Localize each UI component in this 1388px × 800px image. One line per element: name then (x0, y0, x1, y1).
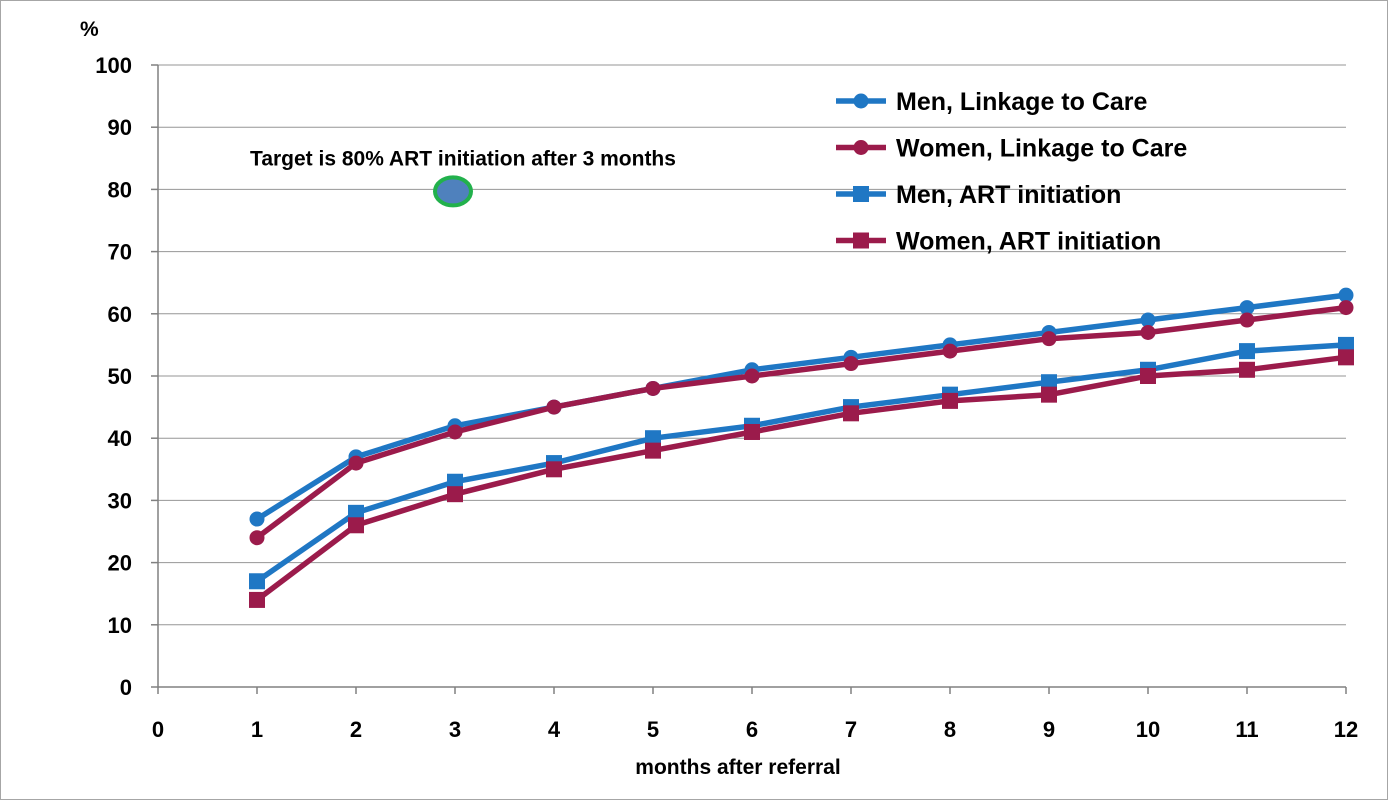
legend-label: Men, Linkage to Care (896, 88, 1148, 116)
data-point (546, 461, 562, 478)
data-point (249, 573, 265, 590)
data-point (744, 368, 760, 384)
y-tick-label: 90 (108, 115, 132, 140)
legend-marker (853, 93, 869, 109)
series-layer (249, 287, 1354, 608)
x-tick-label: 12 (1334, 717, 1358, 742)
data-point (249, 530, 265, 546)
data-point (1338, 349, 1354, 366)
legend-label: Men, ART initiation (896, 181, 1121, 209)
x-tick-label: 4 (548, 717, 561, 742)
y-tick-label: 70 (108, 240, 132, 265)
data-point (942, 392, 958, 409)
legend-marker (853, 140, 869, 155)
series-line (255, 342, 1347, 584)
series-line (255, 304, 1347, 540)
y-tick-label: 80 (108, 177, 132, 202)
y-tick-label: 0 (120, 675, 132, 700)
x-tick-label: 0 (152, 717, 164, 742)
legend-label: Women, Linkage to Care (896, 135, 1187, 163)
y-axis-label: % (80, 18, 99, 41)
legend-item-women-linkage-to-care[interactable]: Women, Linkage to Care (836, 135, 1187, 163)
legend[interactable]: Men, Linkage to Care Women, Linkage to Ca… (836, 88, 1187, 256)
target-annotation: Target is 80% ART initiation after 3 mon… (250, 147, 676, 170)
legend-item-men-linkage-to-care[interactable]: Men, Linkage to Care (836, 88, 1148, 116)
x-tick-label: 10 (1136, 717, 1160, 742)
data-point (744, 423, 760, 440)
y-tick-label: 40 (108, 426, 132, 451)
data-point (348, 504, 364, 521)
series-women-linkage-to-care (249, 300, 1354, 546)
data-point (249, 591, 265, 608)
data-point (1041, 386, 1057, 403)
data-point (1239, 312, 1255, 328)
y-tick-label: 60 (108, 302, 132, 327)
data-point (546, 399, 562, 415)
legend-marker (853, 232, 869, 249)
y-tick-label: 100 (95, 53, 132, 78)
data-point (1239, 361, 1255, 378)
data-point (1041, 331, 1057, 347)
x-axis-ticks: 0 1 2 3 4 5 6 7 8 9 10 11 12 (152, 687, 1358, 742)
x-tick-label: 2 (350, 717, 362, 742)
data-point (1140, 312, 1156, 328)
series-women-art-initiation (249, 349, 1354, 608)
annotation-layer: Target is 80% ART initiation after 3 mon… (250, 147, 676, 208)
data-point (1140, 368, 1156, 384)
y-tick-label: 20 (108, 551, 132, 576)
data-point (447, 424, 463, 440)
data-point (447, 486, 463, 503)
data-point (1041, 374, 1057, 391)
data-point (1338, 336, 1354, 353)
target-marker (433, 175, 473, 208)
x-tick-label: 6 (746, 717, 758, 742)
y-tick-label: 10 (108, 613, 132, 638)
legend-marker (853, 186, 869, 202)
x-tick-label: 1 (251, 717, 263, 742)
data-point (249, 511, 265, 527)
data-point (447, 473, 463, 490)
x-tick-label: 7 (845, 717, 857, 742)
data-point (942, 343, 958, 359)
y-tick-label: 50 (108, 364, 132, 389)
series-men-linkage-to-care (249, 287, 1354, 527)
data-point (1338, 300, 1354, 316)
data-point (1140, 324, 1156, 340)
series-line (255, 292, 1347, 522)
x-tick-label: 5 (647, 717, 659, 742)
legend-label: Women, ART initiation (896, 228, 1161, 256)
x-tick-label: 8 (944, 717, 956, 742)
data-point (645, 442, 661, 459)
x-axis-label: months after referral (635, 756, 840, 779)
data-point (1239, 300, 1255, 316)
data-point (645, 430, 661, 447)
x-tick-label: 9 (1043, 717, 1055, 742)
data-point (348, 455, 364, 471)
x-tick-label: 3 (449, 717, 461, 742)
data-point (1239, 343, 1255, 360)
data-point (843, 405, 859, 422)
legend-item-women-art-initiation[interactable]: Women, ART initiation (836, 228, 1161, 256)
data-point (645, 380, 661, 396)
data-point (1338, 287, 1354, 303)
data-point (843, 356, 859, 372)
y-tick-label: 30 (108, 488, 132, 513)
data-point (348, 517, 364, 534)
series-line (255, 354, 1347, 603)
x-tick-label: 11 (1235, 717, 1258, 742)
legend-item-men-art-initiation[interactable]: Men, ART initiation (836, 181, 1121, 209)
y-axis-ticks: 0 10 20 30 40 50 60 70 80 90 100 (95, 53, 158, 700)
